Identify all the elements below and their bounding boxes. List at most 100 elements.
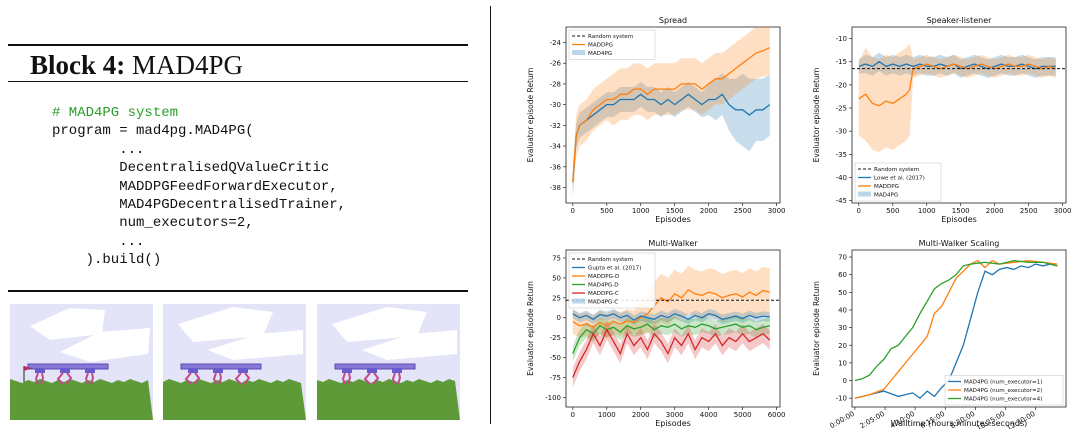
series-line [572,47,771,183]
block-name: MAD4PG [132,50,244,80]
walker-legs [212,372,223,385]
legend-box [944,375,1064,406]
y-tick-label: 30 [838,324,847,332]
walker-panel-2 [163,304,306,420]
chart-title: Multi-Walker Scaling [919,239,1000,248]
walker-body [60,368,70,373]
y-tick-label: 40 [838,306,847,314]
series-line [854,259,1058,382]
walker-legs [184,372,201,385]
x-tick-label: 3000 [768,207,786,215]
walker-legs [34,372,45,385]
x-axis-label: Episodes [655,215,691,224]
y-tick-label: -30 [550,101,561,109]
series-band [858,43,1056,153]
x-axis-label: Episodes [655,419,691,428]
chart-0: Spread Episodes Evaluator episode Return 0 5… [526,16,786,224]
cloud [30,308,105,340]
x-tick-label: 2500 [734,207,752,215]
walker-body [342,368,352,373]
series-line [572,328,771,378]
legend-label: MAD4PG [874,193,898,199]
series-group [566,265,780,388]
y-axis-label: Evaluator episode Return [812,67,821,162]
legend-label: MADDPG-C [588,291,619,297]
flag [24,366,32,371]
x-tick-label: 2500 [1020,207,1038,215]
legend-label: Random system [588,34,633,40]
terrain [10,379,153,420]
series-band [572,309,770,325]
x-tick-label: 1000 [632,207,650,215]
cloud [362,330,457,360]
y-tick-label: -24 [550,39,562,47]
series-line [572,93,771,183]
legend: MAD4PG (num_executor=1) MAD4PG (num_execu… [944,375,1064,406]
legend: Random system Gupta et al. (2017) MADDPG-D… [568,252,656,309]
legend-label: MAD4PG (num_executor=1) [964,380,1042,386]
y-tick-label: -35 [836,151,847,159]
legend-label: MADDPG [874,184,899,190]
series-line [854,263,1058,400]
x-tick-label: 6000 [768,411,786,419]
walker-legs [234,372,251,385]
y-tick-label: -25 [836,105,847,113]
x-tick-label: 0 [571,411,575,419]
legend-label: MADDPG-D [588,274,619,280]
legend: Random system MADDPG MAD4PG [568,29,656,60]
walker-body [213,368,223,373]
series-group [854,259,1058,400]
legend-label: MAD4PG [588,51,612,57]
terrain [317,379,460,420]
block-label: Block 4: [30,50,126,80]
legend-label: Lowe et al. (2017) [874,176,925,182]
y-tick-label: -36 [550,163,562,171]
walker-panel-1 [10,304,153,420]
x-tick-label: 2000 [700,207,718,215]
block-top-rule [8,44,468,46]
cloud [178,307,273,342]
y-tick-label: 0 [843,377,847,385]
code-listing: # MAD4PG system program = mad4pg.MAD4PG(… [52,104,346,270]
code-line: MADDPGFeedForwardExecutor, [52,178,338,195]
chart-3: Multi-Walker Scaling Walltime (hours:minu… [812,239,1067,429]
walker-panel-3 [317,304,460,420]
y-tick-label: -20 [836,81,847,89]
walker-legs [363,372,380,385]
x-tick-label: 2:05:00 [859,410,886,429]
y-tick-label: -25 [550,334,561,342]
series-line [572,323,770,354]
y-axis-label: Evaluator episode Return [812,281,821,376]
series-line [572,288,770,329]
y-tick-label: -26 [550,60,562,68]
walker-body [85,368,95,373]
chart-1: Speaker-listener Episodes Evaluator episod… [812,16,1072,224]
series-line [858,63,1057,107]
x-tick-label: 0 [857,207,861,215]
legend-label: MAD4PG (num_executor=2) [964,388,1042,394]
y-tick-label: 20 [838,342,847,350]
y-tick-label: -100 [545,394,561,402]
cloud [208,330,303,360]
walker-legs [341,372,352,385]
walker-body [367,368,377,373]
series-group [852,43,1066,153]
block-title-rule [8,81,468,82]
y-tick-label: 10 [838,359,847,367]
code-line: program = mad4pg.MAD4PG( [52,123,254,140]
x-tick-label: 4000 [700,411,718,419]
legend-label: Random system [874,167,919,173]
walker-render-3 [317,304,460,420]
x-tick-label: 500 [600,207,613,215]
y-tick-label: 25 [552,294,561,302]
legend-swatch [858,191,871,197]
y-tick-label: -50 [550,354,561,362]
y-tick-label: 0 [557,314,561,322]
legend: Random system Lowe et al. (2017) MADDPG MAD… [854,162,942,202]
x-tick-label: 1000 [598,411,616,419]
block-title: Block 4: MAD4PG [30,50,243,81]
y-tick-label: -30 [836,128,847,136]
series-band [572,27,770,198]
y-tick-label: -28 [550,80,561,88]
series-band [572,265,770,340]
